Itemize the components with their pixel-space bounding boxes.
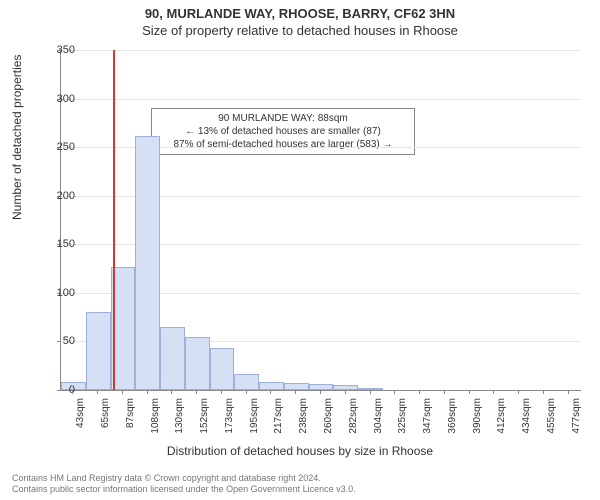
xtick-mark bbox=[270, 390, 271, 394]
histogram-bar bbox=[135, 136, 160, 391]
ytick-label: 250 bbox=[45, 141, 75, 153]
xtick-mark bbox=[370, 390, 371, 394]
plot-area: 90 MURLANDE WAY: 88sqm← 13% of detached … bbox=[60, 50, 581, 391]
marker-line bbox=[113, 50, 115, 390]
xtick-mark bbox=[196, 390, 197, 394]
xtick-mark bbox=[518, 390, 519, 394]
histogram-bar bbox=[86, 312, 111, 390]
footer-text: Contains HM Land Registry data © Crown c… bbox=[12, 473, 356, 496]
gridline bbox=[61, 99, 581, 100]
xtick-mark bbox=[122, 390, 123, 394]
xtick-mark bbox=[72, 390, 73, 394]
xtick-mark bbox=[469, 390, 470, 394]
histogram-bar bbox=[333, 385, 358, 390]
xtick-mark bbox=[345, 390, 346, 394]
histogram-bar bbox=[160, 327, 185, 390]
xtick-mark bbox=[147, 390, 148, 394]
xtick-mark bbox=[543, 390, 544, 394]
xtick-mark bbox=[320, 390, 321, 394]
xtick-mark bbox=[221, 390, 222, 394]
y-axis-label: Number of detached properties bbox=[10, 55, 24, 220]
histogram-bar bbox=[185, 337, 210, 390]
annotation-line: 90 MURLANDE WAY: 88sqm bbox=[158, 112, 408, 125]
xtick-mark bbox=[444, 390, 445, 394]
histogram-bar bbox=[210, 348, 235, 390]
histogram-bar bbox=[284, 383, 309, 390]
ytick-label: 350 bbox=[45, 44, 75, 56]
xtick-mark bbox=[97, 390, 98, 394]
chart-title-1: 90, MURLANDE WAY, RHOOSE, BARRY, CF62 3H… bbox=[0, 0, 600, 21]
annotation-line: ← 13% of detached houses are smaller (87… bbox=[158, 125, 408, 138]
histogram-bar bbox=[358, 388, 383, 390]
ytick-label: 50 bbox=[45, 335, 75, 347]
ytick-label: 300 bbox=[45, 93, 75, 105]
xtick-mark bbox=[419, 390, 420, 394]
xtick-mark bbox=[171, 390, 172, 394]
ytick-label: 150 bbox=[45, 238, 75, 250]
ytick-label: 0 bbox=[45, 384, 75, 396]
xtick-mark bbox=[568, 390, 569, 394]
ytick-label: 200 bbox=[45, 190, 75, 202]
histogram-bar bbox=[234, 374, 259, 390]
footer-line-1: Contains HM Land Registry data © Crown c… bbox=[12, 473, 356, 485]
xtick-mark bbox=[394, 390, 395, 394]
histogram-bar bbox=[259, 382, 284, 390]
footer-line-2: Contains public sector information licen… bbox=[12, 484, 356, 496]
ytick-label: 100 bbox=[45, 287, 75, 299]
gridline bbox=[61, 50, 581, 51]
xtick-mark bbox=[246, 390, 247, 394]
annotation-line: 87% of semi-detached houses are larger (… bbox=[158, 138, 408, 151]
x-axis-label: Distribution of detached houses by size … bbox=[0, 444, 600, 458]
chart-container: 90, MURLANDE WAY, RHOOSE, BARRY, CF62 3H… bbox=[0, 0, 600, 500]
xtick-mark bbox=[493, 390, 494, 394]
xtick-mark bbox=[295, 390, 296, 394]
chart-title-2: Size of property relative to detached ho… bbox=[0, 21, 600, 38]
